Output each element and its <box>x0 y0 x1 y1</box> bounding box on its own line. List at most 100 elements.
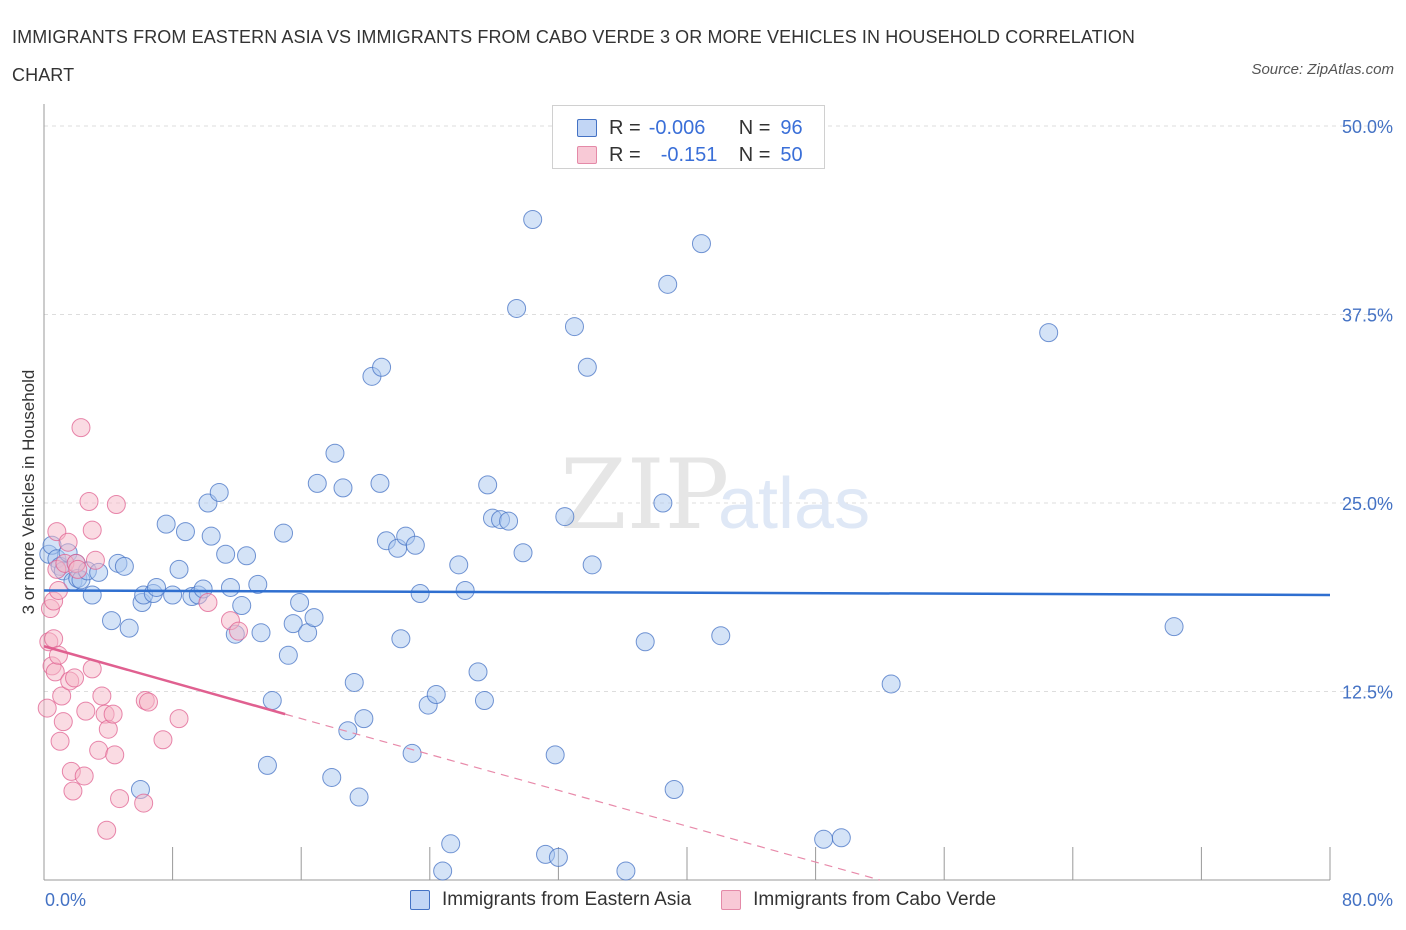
data-point <box>664 780 684 800</box>
series-cabo-verde <box>37 418 249 840</box>
legend-r-value: -0.006 <box>648 116 706 139</box>
data-point <box>138 692 158 712</box>
data-point <box>1039 323 1059 343</box>
data-point <box>52 686 72 706</box>
data-point <box>338 721 358 741</box>
series-eastern-asia <box>39 209 1184 881</box>
data-point <box>74 766 94 786</box>
data-point <box>163 585 183 605</box>
series-legend-eastern-asia: Immigrants from Eastern Asia <box>409 889 692 911</box>
data-point <box>119 618 139 638</box>
watermark: ZIP atlas <box>560 439 870 551</box>
data-point <box>232 596 252 616</box>
data-point <box>68 559 88 579</box>
data-point <box>147 577 167 597</box>
data-point <box>410 583 430 603</box>
data-point <box>175 522 195 542</box>
data-point <box>102 611 122 631</box>
data-point <box>251 623 271 643</box>
watermark-atlas: atlas <box>718 464 870 544</box>
series-legend-label: Immigrants from Eastern Asia <box>441 889 692 910</box>
data-point <box>103 704 123 724</box>
data-point <box>53 712 73 732</box>
data-point <box>169 559 189 579</box>
x-tick-label-min: 0.0% <box>45 890 87 910</box>
data-point <box>220 577 240 597</box>
data-point <box>325 443 345 463</box>
data-point <box>555 507 575 527</box>
data-point <box>89 740 109 760</box>
data-point <box>201 526 221 546</box>
data-point <box>545 745 565 765</box>
data-point <box>881 674 901 694</box>
trend-line-cabo-verde <box>43 645 286 716</box>
data-point <box>468 662 488 682</box>
data-point <box>82 520 102 540</box>
data-point <box>262 691 282 711</box>
data-point <box>105 745 125 765</box>
source-label: Source: ZipAtlas.com <box>1251 61 1394 78</box>
legend-n-label: N = <box>738 116 771 139</box>
data-point <box>455 580 475 600</box>
data-point <box>65 668 85 688</box>
data-point <box>76 701 96 721</box>
y-tick-label: 50.0% <box>1342 117 1393 137</box>
data-point <box>499 511 519 531</box>
data-point <box>653 493 673 513</box>
watermark-zip: ZIP <box>560 439 729 551</box>
data-point <box>513 543 533 563</box>
legend-n-value: 50 <box>780 143 803 166</box>
correlation-legend: R = -0.006 N = 96 R = -0.151 N = 50 <box>552 105 825 169</box>
series-legend: Immigrants from Eastern Asia Immigrants … <box>0 889 1406 911</box>
data-point <box>134 793 154 813</box>
data-point <box>322 767 342 787</box>
y-axis-label: 3 or more Vehicles in Household <box>19 370 38 615</box>
legend-r-label: R = <box>609 143 641 166</box>
data-point <box>153 730 173 750</box>
data-point <box>37 698 57 718</box>
data-point <box>63 781 83 801</box>
data-point <box>307 473 327 493</box>
data-point <box>548 847 568 867</box>
legend-swatch-pink <box>577 146 597 164</box>
y-tick-label: 12.5% <box>1342 683 1393 703</box>
data-point <box>349 787 369 807</box>
data-point <box>372 357 392 377</box>
data-point <box>354 709 374 729</box>
data-point <box>114 556 134 576</box>
data-point <box>169 709 189 729</box>
data-point <box>92 686 112 706</box>
series-legend-label: Immigrants from Cabo Verde <box>753 889 997 910</box>
legend-row-cabo-verde: R = -0.151 N = 50 <box>577 142 803 168</box>
series-legend-cabo-verde: Immigrants from Cabo Verde <box>721 889 996 911</box>
data-point <box>58 532 78 552</box>
data-point <box>290 593 310 613</box>
data-point <box>507 298 527 318</box>
data-point <box>97 820 117 840</box>
data-point <box>523 209 543 229</box>
data-point <box>831 828 851 848</box>
x-tick-label-max: 80.0% <box>1341 890 1393 910</box>
data-point <box>110 789 130 809</box>
data-point <box>370 473 390 493</box>
chart-title: IMMIGRANTS FROM EASTERN ASIA VS IMMIGRAN… <box>12 27 1136 85</box>
legend-n-value: 96 <box>780 116 803 139</box>
data-point <box>449 555 469 575</box>
data-point <box>577 357 597 377</box>
legend-row-eastern-asia: R = -0.006 N = 96 <box>577 115 803 141</box>
data-point <box>248 574 268 594</box>
data-point <box>79 491 99 511</box>
data-point <box>229 621 249 641</box>
data-point <box>71 418 91 438</box>
data-point <box>257 755 277 775</box>
data-point <box>564 317 584 337</box>
y-tick-labels: 12.5% 25.0% 37.5% 50.0% <box>1342 117 1393 703</box>
data-point <box>156 514 176 534</box>
data-point <box>274 523 294 543</box>
data-point <box>441 834 461 854</box>
data-point <box>106 495 126 515</box>
data-point <box>344 672 364 692</box>
data-point <box>691 234 711 254</box>
data-point <box>50 731 70 751</box>
